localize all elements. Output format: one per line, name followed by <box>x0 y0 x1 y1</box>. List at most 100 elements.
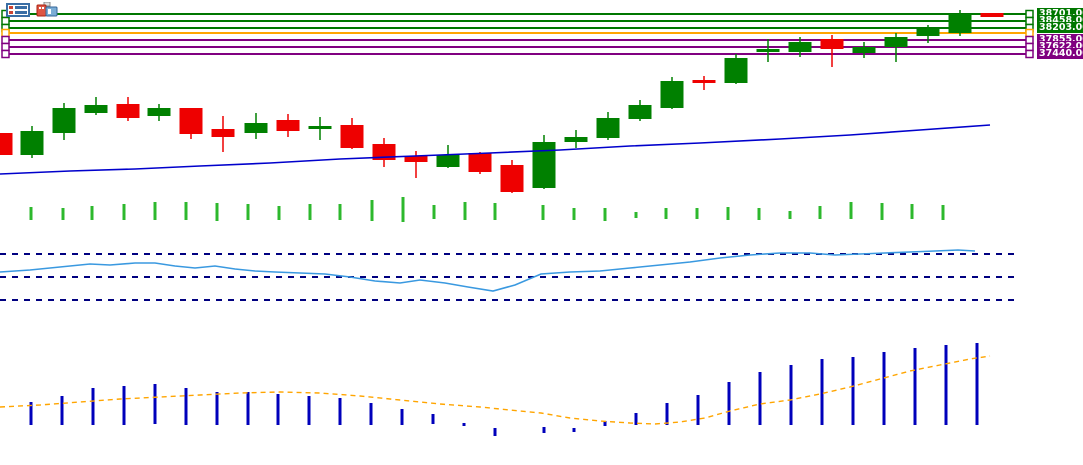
moving-average-line <box>0 124 991 175</box>
histogram-bar <box>463 202 467 220</box>
histogram-bar <box>60 396 64 425</box>
candle-body <box>884 37 908 47</box>
level-price-label: 37855.00 <box>1037 34 1083 45</box>
candle-body <box>308 126 332 129</box>
level-handle[interactable] <box>1025 49 1034 59</box>
candle-body <box>660 81 684 108</box>
histogram-bar <box>788 211 792 219</box>
candle-body <box>179 108 203 134</box>
candle-body <box>692 80 716 83</box>
histogram-bar <box>307 396 311 425</box>
candle-body <box>948 14 972 33</box>
data-window-icon[interactable] <box>6 2 30 21</box>
level-handle[interactable] <box>1 49 10 59</box>
candle-body <box>372 144 396 160</box>
histogram-bar <box>246 204 250 220</box>
histogram-bar <box>215 392 219 425</box>
level-handle[interactable] <box>1025 16 1034 26</box>
candle-body <box>756 49 780 52</box>
histogram-bar <box>369 403 373 425</box>
histogram-bar <box>941 205 945 220</box>
candle-body <box>916 29 940 36</box>
histogram-bar <box>944 345 948 425</box>
histogram-bar <box>153 202 157 220</box>
level-handle[interactable] <box>1025 42 1034 52</box>
histogram-bar <box>432 205 436 219</box>
level-price-label: 38203.00 <box>1037 22 1083 33</box>
histogram-bar <box>493 428 497 436</box>
level-handle[interactable] <box>1 35 10 45</box>
level-handle[interactable] <box>1 42 10 52</box>
histogram-bar <box>400 409 404 425</box>
candle-body <box>852 47 876 53</box>
histogram-bar <box>572 428 576 432</box>
candle-body <box>20 131 44 155</box>
histogram-bar <box>184 388 188 425</box>
histogram-bar <box>122 204 126 220</box>
level-price-label: 38458.00 <box>1037 15 1083 26</box>
histogram-bar <box>603 421 607 426</box>
histogram-bar <box>664 208 668 219</box>
histogram-bar <box>462 423 466 426</box>
histogram-bar <box>603 208 607 221</box>
candle-body <box>340 125 364 148</box>
candle-body <box>596 118 620 138</box>
histogram-bar <box>665 403 669 425</box>
chart-templates-icon[interactable] <box>36 1 58 21</box>
histogram-bar <box>880 203 884 220</box>
candle-body <box>628 105 652 119</box>
histogram-bar <box>882 352 886 425</box>
histogram-bar <box>975 343 979 425</box>
histogram-bar <box>696 395 700 425</box>
histogram-bar <box>634 212 638 218</box>
histogram-bar <box>401 197 405 222</box>
histogram-bar <box>61 208 65 220</box>
candle-body <box>147 108 171 116</box>
candle-body <box>116 104 140 118</box>
histogram-bar <box>338 204 342 220</box>
histogram-bar <box>493 203 497 220</box>
histogram-bar <box>29 207 33 220</box>
histogram-bar <box>276 394 280 425</box>
macd-panel <box>0 343 991 436</box>
histogram-bar <box>338 398 342 425</box>
histogram-bar <box>851 357 855 425</box>
level-handle[interactable] <box>1025 28 1034 38</box>
histogram-bar <box>726 207 730 220</box>
histogram-bar <box>634 413 638 425</box>
histogram-bar <box>122 386 126 425</box>
histogram-bar <box>153 384 157 424</box>
level-handle[interactable] <box>1 28 10 38</box>
histogram-bar <box>695 208 699 219</box>
candle-body <box>532 142 556 188</box>
histogram-bar <box>90 206 94 220</box>
histogram-bar <box>308 204 312 220</box>
histogram-bar <box>758 372 762 425</box>
candle-body <box>724 58 748 83</box>
histogram-bar <box>757 208 761 220</box>
price-panel <box>0 9 1034 193</box>
histogram-bar <box>572 208 576 220</box>
candle-body <box>980 13 1004 17</box>
level-price-label: 37440.00 <box>1037 48 1083 59</box>
candle-body <box>244 123 268 133</box>
level-price-label: 38701.00 <box>1037 8 1083 19</box>
candle-body <box>211 129 235 137</box>
histogram-bar <box>541 205 545 220</box>
candle-body <box>564 137 588 142</box>
histogram-bar <box>818 206 822 219</box>
candle-body <box>52 108 76 133</box>
histogram-bar <box>277 206 281 220</box>
histogram-bar <box>91 388 95 425</box>
candle-body <box>820 39 844 49</box>
histogram-bar <box>849 202 853 219</box>
histogram-bar <box>370 200 374 221</box>
histogram-bar <box>215 203 219 221</box>
candle-body <box>276 120 300 131</box>
histogram-bar <box>246 392 250 425</box>
level-handle[interactable] <box>1025 35 1034 45</box>
level-handle[interactable] <box>1025 9 1034 19</box>
candle-body <box>500 165 524 192</box>
